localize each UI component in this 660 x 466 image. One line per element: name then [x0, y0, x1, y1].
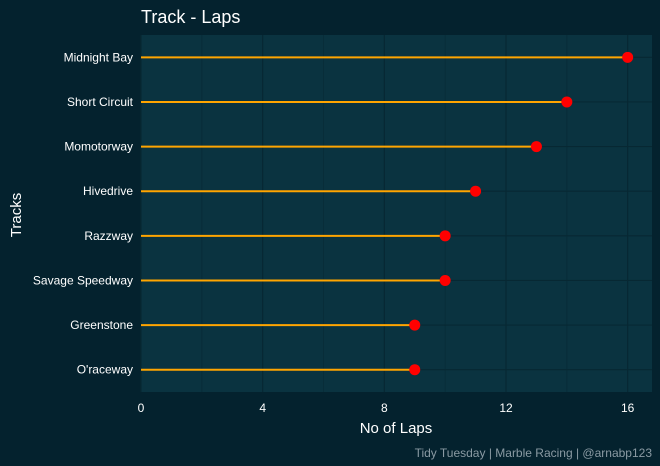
chart-caption: Tidy Tuesday | Marble Racing | @arnabp12… — [415, 446, 653, 460]
y-tick-label: Savage Speedway — [33, 273, 133, 287]
x-axis-tick-labels: 0 4 8 12 16 — [138, 401, 635, 415]
y-tick-label: Midnight Bay — [64, 50, 133, 64]
y-tick-label: Short Circuit — [67, 95, 134, 109]
y-tick-label: O'raceway — [77, 363, 133, 377]
x-tick-label: 8 — [381, 401, 388, 415]
lollipop-points — [409, 51, 634, 376]
y-tick-label: Greenstone — [70, 318, 133, 332]
y-tick-label: Momotorway — [64, 140, 133, 154]
lollipop-point — [622, 51, 634, 63]
lollipop-point — [530, 141, 542, 153]
x-tick-label: 16 — [621, 401, 635, 415]
lollipop-stems — [141, 56, 628, 371]
plot-panel — [141, 35, 652, 392]
lollipop-point — [409, 364, 421, 376]
x-tick-label: 4 — [259, 401, 266, 415]
y-axis-tick-labels: Midnight Bay Short Circuit Momotorway Hived… — [33, 50, 134, 376]
y-tick-label: Razzway — [84, 229, 133, 243]
x-tick-label: 12 — [499, 401, 513, 415]
y-tick-label: Hivedrive — [83, 184, 133, 198]
lollipop-point — [561, 96, 573, 108]
lollipop-point — [470, 185, 482, 197]
x-tick-label: 0 — [138, 401, 145, 415]
y-axis-title: Tracks — [8, 193, 25, 237]
x-axis-title: No of Laps — [360, 420, 433, 437]
lollipop-point — [409, 319, 421, 331]
lollipop-point — [439, 274, 451, 286]
chart-title: Track - Laps — [141, 7, 240, 27]
lollipop-point — [439, 230, 451, 242]
